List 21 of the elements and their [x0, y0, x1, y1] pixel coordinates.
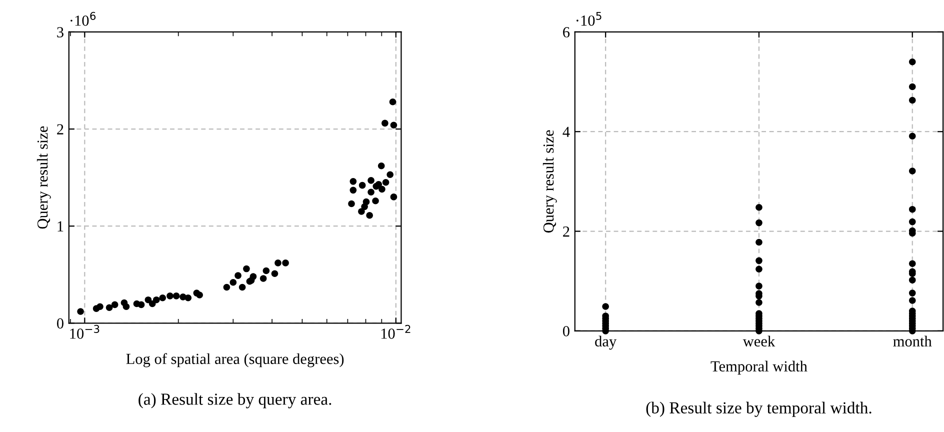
y-axis-title: Query result size [36, 126, 51, 229]
x-tick-label: week [742, 336, 776, 347]
y-tick-label: 1 [58, 221, 64, 232]
x-axis-title: Log of spatial area (square degrees) [126, 353, 344, 368]
y-tick-label: 3 [57, 27, 64, 38]
y-tick-label: 2 [563, 226, 570, 237]
text: ·10$^{6}$ [70, 12, 96, 26]
text: ·10$^{5}$ [576, 12, 602, 26]
x-tick-label: 10$^{−2}$ [381, 324, 410, 339]
y-tick-label: 2 [57, 124, 64, 134]
x-axis-title: Temporal width [710, 360, 808, 375]
x-tick-label: 10$^{−3}$ [70, 324, 100, 339]
y-tick-label: 0 [56, 318, 64, 329]
x-tick-label: month [893, 336, 932, 347]
text: (b) Result size by temporal width. [646, 402, 872, 417]
y-axis-title: Query result size [542, 130, 557, 233]
y-tick-label: 0 [562, 326, 570, 336]
y-tick-label: 4 [562, 126, 570, 137]
y-tick-label: 6 [563, 27, 570, 38]
text: (a) Result size by query area. [138, 393, 332, 408]
x-tick-label: day [595, 336, 617, 350]
